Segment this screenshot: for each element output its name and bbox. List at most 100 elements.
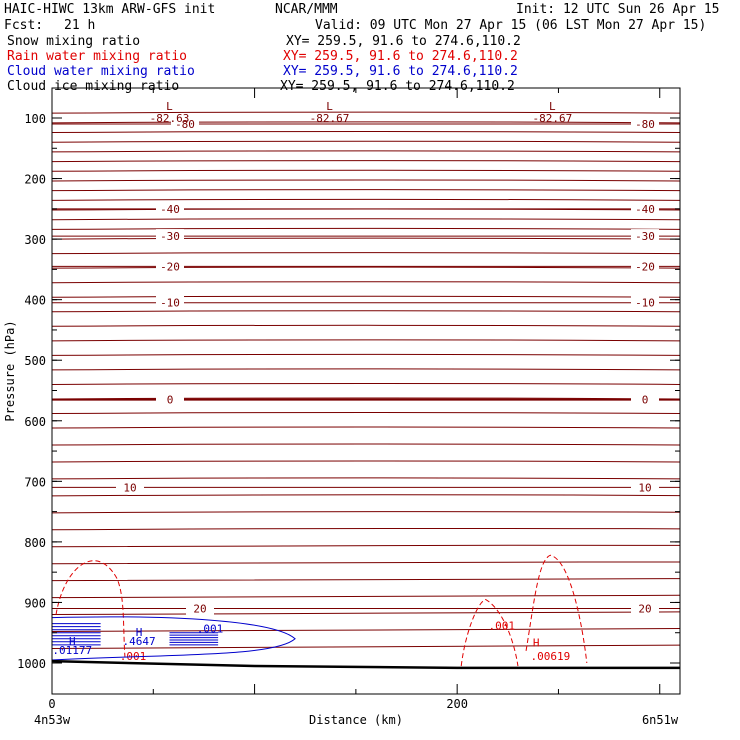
field-xy-cloud-ice: XY= 259.5, 91.6 to 274.6,110.2 [280,79,515,94]
isotherm-line [51,353,681,356]
temperature-contour-label: 0 [167,394,174,407]
isotherm-line [51,578,681,582]
x-tick-label: 0 [48,697,55,711]
y-tick-label: 1000 [17,657,46,671]
cloud-water-label: H [136,626,143,639]
cloud-water-contour [51,616,296,661]
contour-label-bg [171,117,199,131]
isotherm-line [51,368,681,371]
temperature-contour-label: -30 [160,230,180,243]
isotherm-line [51,594,681,599]
temperature-contour-label: -30 [635,230,655,243]
field-name-cloud-ice: Cloud ice mixing ratio [7,79,180,94]
rain-contour-label: H [533,637,540,650]
fcst-value: 21 h [64,18,96,33]
fcst-label: Fcst: [4,18,44,33]
isotherm-line [51,281,681,284]
temperature-contour-label: -80 [175,118,195,131]
rain-contour-label: .001 [488,620,515,633]
contour-label-bg [156,259,184,273]
field-name-snow: Snow mixing ratio [7,34,141,49]
temperature-contour-label: 20 [193,603,206,616]
contour-label-bg [631,201,659,215]
y-tick-label: 200 [24,173,46,187]
x-axis-title: Distance (km) [309,713,403,727]
plot-frame [51,87,681,695]
contour-label-bg [186,601,214,615]
isotherm-line [51,397,681,400]
rain-contour [460,598,519,667]
temperature-contour-label: -80 [635,118,655,131]
isotherm-line [51,477,681,480]
minimum-symbol: L [549,100,556,113]
isotherm-line [51,111,681,114]
cloud-water-label: .01177 [52,644,92,657]
contour-label-bg [631,392,659,406]
contour-label-bg [156,201,184,215]
y-tick-label: 900 [24,596,46,610]
isotherm-line [51,169,681,172]
isotherm-line [51,527,681,531]
y-tick-label: 800 [24,536,46,550]
isotherm-line [51,310,681,313]
contour-label-bg [156,295,184,309]
minimum-value: -82.67 [532,112,572,125]
init-time: Init: 12 UTC Sun 26 Apr 15 [516,2,720,17]
temperature-contour-label: 10 [123,481,136,494]
isotherm-line [51,198,681,201]
org-label: NCAR/MMM [275,2,338,17]
isotherm-line [51,295,681,298]
contour-label-bg [631,229,659,243]
isotherm-line [51,237,681,240]
isotherm-line [51,628,681,633]
field-name-rain: Rain water mixing ratio [7,49,188,64]
x-endpoint-start: 4n53w [34,713,71,727]
isotherm-line [51,412,681,415]
y-tick-label: 600 [24,415,46,429]
isotherm-line [51,218,681,221]
isotherm-line [51,494,681,497]
y-tick-label: 500 [24,354,46,368]
temperature-contour-label: 10 [638,481,651,494]
field-xy-cloud-water: XY= 259.5, 91.6 to 274.6,110.2 [283,64,518,79]
cloud-water-label: .4647 [123,635,156,648]
rain-contour [55,560,126,657]
isotherm-line [51,443,681,446]
isotherm-line [51,150,681,153]
contour-label-bg [631,601,659,615]
contour-label-bg [631,117,659,131]
isotherm-line [51,561,681,565]
isotherm-line [51,544,681,548]
temperature-contour-label: -20 [635,260,655,273]
isotherm-line [51,121,681,124]
x-endpoint-end: 6n51w [642,713,679,727]
contour-label-bg [116,480,144,494]
contour-label-bg [156,392,184,406]
cloud-water-label: .001 [197,623,224,636]
temperature-contour-label: -10 [635,297,655,310]
minimum-symbol: L [326,100,333,113]
isotherm-line [51,339,681,342]
isotherm-line [51,382,681,385]
y-tick-label: 400 [24,294,46,308]
isotherm-line [51,131,681,134]
isotherm-line [51,179,681,182]
temperature-contour-label: -40 [635,203,655,216]
y-tick-label: 300 [24,233,46,247]
isotherm-line [51,324,681,327]
isotherm-line [51,227,681,230]
minimum-symbol: L [166,100,173,113]
temperature-contour-label: -40 [160,203,180,216]
isotherm-line [51,266,681,269]
field-name-cloud-water: Cloud water mixing ratio [7,64,195,79]
isotherm-line [51,511,681,514]
contour-label-bg [631,295,659,309]
field-xy-rain: XY= 259.5, 91.6 to 274.6,110.2 [283,49,518,64]
y-axis-title: Pressure (hPa) [3,320,17,421]
rain-contour [525,554,588,664]
y-tick-label: 100 [24,112,46,126]
temperature-contour-label: 0 [642,394,649,407]
surface-line [51,659,680,670]
isotherm-line [51,644,681,649]
